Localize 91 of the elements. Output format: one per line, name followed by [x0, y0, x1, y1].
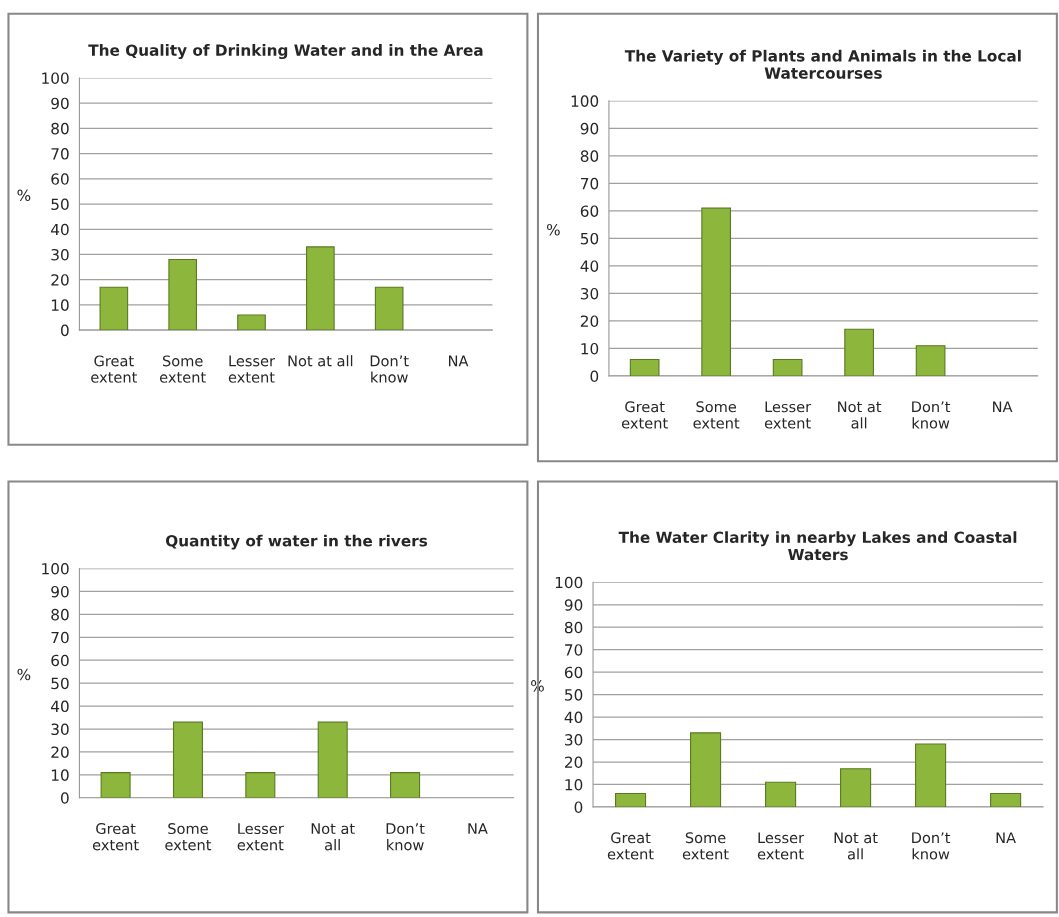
x-tick-label: NA: [993, 401, 1013, 413]
x-tick-label: Not at all: [288, 355, 353, 367]
y-tick-label: 20: [580, 315, 599, 327]
y-tick-label: 30: [580, 287, 599, 300]
y-tick-label: 40: [580, 260, 599, 272]
y-tick-label: 100: [571, 95, 599, 107]
chart-title: The Quality of Drinking Water and in the Area: [88, 44, 483, 60]
y-tick-label: 10: [51, 769, 69, 781]
y-tick-label: 0: [60, 792, 69, 804]
y-tick-label: 50: [580, 232, 599, 245]
x-tick-label: NA: [468, 823, 488, 834]
x-tick-label: Lesser extent: [764, 401, 812, 429]
bar: [915, 743, 947, 807]
x-tick-label: Don’t know: [370, 355, 409, 383]
y-tick-label: 60: [580, 205, 599, 217]
y-axis-title: %: [546, 223, 560, 236]
y-tick-label: 60: [564, 666, 583, 679]
bar: [915, 345, 946, 376]
bar: [614, 792, 647, 807]
x-tick-label: Lesser extent: [228, 355, 276, 383]
y-tick-label: 70: [565, 644, 583, 656]
bar: [99, 286, 129, 331]
chart-title: Quantity of water in the rivers: [165, 534, 428, 550]
x-tick-label: Don’t know: [912, 401, 951, 429]
x-tick-label: Great extent: [607, 832, 654, 860]
y-tick-label: 30: [565, 734, 583, 746]
y-tick-label: 70: [581, 177, 599, 190]
x-tick-label: Don’t know: [386, 823, 425, 851]
y-tick-label: 90: [51, 97, 69, 110]
x-tick-label: Some extent: [693, 401, 740, 429]
y-tick-label: 20: [51, 274, 69, 286]
y-tick-label: 10: [581, 342, 599, 355]
x-tick-label: Don’t know: [912, 832, 951, 860]
x-tick-label: Some extent: [682, 832, 729, 860]
bar: [990, 792, 1022, 807]
y-tick-label: 20: [51, 746, 69, 758]
bar: [168, 258, 197, 331]
x-tick-label: Great extent: [91, 355, 137, 383]
bar: [237, 314, 266, 331]
y-tick-label: 70: [51, 148, 69, 160]
y-tick-label: 20: [565, 756, 583, 769]
bar: [840, 768, 872, 807]
bar: [306, 246, 335, 331]
bar: [690, 732, 722, 807]
y-tick-label: 80: [51, 608, 69, 621]
x-tick-label: Not at all: [838, 401, 882, 429]
y-tick-label: 0: [590, 370, 599, 382]
x-tick-label: Not at all: [834, 832, 878, 860]
y-tick-label: 100: [555, 576, 583, 589]
y-tick-label: 80: [564, 621, 583, 634]
y-tick-label: 90: [564, 599, 583, 611]
x-tick-label: Great extent: [621, 401, 668, 429]
y-tick-label: 90: [51, 585, 69, 598]
y-tick-label: 70: [51, 631, 69, 644]
y-axis-title: %: [17, 189, 31, 202]
y-tick-label: 0: [60, 324, 69, 337]
y-tick-label: 50: [51, 198, 69, 211]
bar: [701, 207, 732, 376]
y-tick-label: 40: [564, 711, 583, 724]
chart-title: The Variety of Plants and Animals in the Local Watercourses: [624, 49, 1021, 79]
y-tick-label: 30: [51, 723, 69, 736]
y-tick-label: 40: [51, 700, 69, 713]
y-tick-label: 80: [580, 150, 599, 162]
y-tick-label: 10: [565, 778, 583, 791]
bar: [629, 358, 660, 376]
x-tick-label: Not at all: [311, 823, 355, 851]
y-tick-label: 50: [51, 677, 69, 690]
y-tick-label: 10: [51, 299, 69, 311]
x-tick-label: NA: [449, 355, 469, 367]
y-tick-label: 30: [51, 248, 69, 261]
y-tick-label: 80: [51, 122, 69, 135]
y-tick-label: 100: [42, 563, 69, 575]
y-tick-label: 100: [42, 72, 69, 84]
x-tick-label: Great extent: [92, 823, 139, 851]
y-tick-label: 40: [51, 223, 69, 236]
x-tick-label: Some extent: [165, 823, 212, 851]
y-tick-label: 90: [580, 122, 599, 135]
bar: [844, 328, 874, 376]
bar: [374, 286, 404, 331]
y-tick-label: 0: [574, 801, 583, 813]
y-axis-title: %: [17, 668, 31, 681]
y-tick-label: 60: [51, 654, 69, 667]
x-tick-label: Some extent: [159, 355, 206, 383]
y-tick-label: 60: [51, 173, 69, 185]
x-tick-label: Lesser extent: [237, 823, 284, 851]
x-tick-label: Lesser extent: [757, 832, 805, 860]
y-tick-label: 50: [565, 689, 583, 701]
x-tick-label: NA: [996, 832, 1016, 844]
bar: [765, 781, 797, 807]
bar: [772, 358, 803, 376]
chart-title: The Water Clarity in nearby Lakes and Coastal Waters: [618, 531, 1017, 561]
